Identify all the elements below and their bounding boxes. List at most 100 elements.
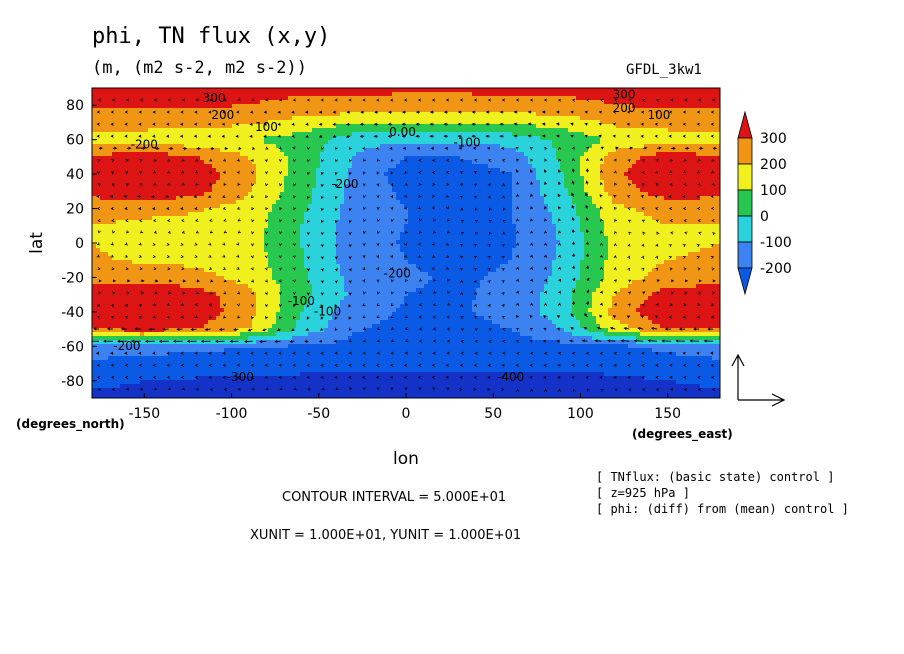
contour-cell — [424, 196, 429, 201]
contour-cell — [420, 196, 425, 201]
contour-cell — [92, 104, 97, 109]
contour-cell — [256, 176, 261, 181]
contour-cell — [140, 172, 145, 177]
contour-cell — [420, 88, 425, 93]
contour-cell — [692, 140, 697, 145]
contour-cell — [168, 200, 173, 205]
contour-cell — [660, 88, 665, 93]
contour-cell — [252, 196, 257, 201]
contour-cell — [608, 96, 613, 101]
contour-cell — [164, 156, 169, 161]
contour-cell — [644, 176, 649, 181]
contour-cell — [244, 88, 249, 93]
contour-cell — [696, 172, 701, 177]
contour-cell — [392, 96, 397, 101]
contour-cell — [600, 92, 605, 97]
contour-cell — [116, 104, 121, 109]
contour-cell — [496, 208, 501, 213]
contour-cell — [552, 132, 557, 137]
contour-cell — [176, 96, 181, 101]
contour-cell — [156, 124, 161, 129]
contour-cell — [128, 120, 133, 125]
contour-cell — [656, 200, 661, 205]
contour-cell — [236, 112, 241, 117]
contour-cell — [100, 100, 105, 105]
contour-cell — [264, 200, 269, 205]
contour-cell — [92, 208, 97, 213]
contour-cell — [432, 172, 437, 177]
contour-cell — [708, 172, 713, 177]
contour-cell — [448, 104, 453, 109]
contour-cell — [256, 192, 261, 197]
contour-cell — [404, 136, 409, 141]
contour-cell — [308, 120, 313, 125]
contour-cell — [164, 160, 169, 165]
contour-cell — [508, 172, 513, 177]
contour-cell — [636, 156, 641, 161]
contour-cell — [120, 128, 125, 133]
contour-cell — [608, 112, 613, 117]
contour-cell — [292, 196, 297, 201]
contour-cell — [572, 136, 577, 141]
contour-cell — [112, 152, 117, 157]
contour-cell — [492, 204, 497, 209]
contour-cell — [400, 148, 405, 153]
contour-cell — [332, 160, 337, 165]
contour-cell — [612, 140, 617, 145]
contour-cell — [328, 112, 333, 117]
contour-cell — [196, 128, 201, 133]
contour-cell — [248, 88, 253, 93]
contour-cell — [640, 156, 645, 161]
contour-cell — [428, 172, 433, 177]
contour-cell — [356, 152, 361, 157]
contour-cell — [172, 132, 177, 137]
contour-cell — [364, 112, 369, 117]
contour-cell — [396, 188, 401, 193]
contour-cell — [296, 132, 301, 137]
contour-cell — [292, 116, 297, 121]
contour-cell — [556, 140, 561, 145]
contour-cell — [504, 140, 509, 145]
contour-cell — [296, 128, 301, 133]
contour-cell — [508, 88, 513, 93]
contour-cell — [204, 140, 209, 145]
contour-cell — [268, 176, 273, 181]
contour-cell — [592, 132, 597, 137]
contour-cell — [360, 116, 365, 121]
contour-cell — [308, 172, 313, 177]
contour-cell — [640, 144, 645, 149]
contour-cell — [308, 144, 313, 149]
contour-cell — [192, 100, 197, 105]
contour-cell — [244, 148, 249, 153]
contour-cell — [692, 192, 697, 197]
contour-cell — [288, 128, 293, 133]
contour-cell — [304, 172, 309, 177]
contour-cell — [660, 200, 665, 205]
contour-cell — [220, 188, 225, 193]
contour-cell — [360, 156, 365, 161]
contour-cell — [456, 188, 461, 193]
contour-cell — [244, 200, 249, 205]
contour-cell — [704, 88, 709, 93]
contour-cell — [528, 184, 533, 189]
contour-cell — [424, 116, 429, 121]
contour-cell — [600, 176, 605, 181]
contour-cell — [192, 136, 197, 141]
contour-cell — [644, 100, 649, 105]
contour-cell — [300, 112, 305, 117]
contour-cell — [540, 108, 545, 113]
contour-cell — [648, 140, 653, 145]
contour-cell — [168, 164, 173, 169]
contour-cell — [224, 192, 229, 197]
contour-cell — [176, 112, 181, 117]
contour-cell — [440, 184, 445, 189]
contour-cell — [340, 208, 345, 213]
contour-cell — [348, 212, 353, 217]
contour-cell — [500, 112, 505, 117]
contour-cell — [612, 176, 617, 181]
contour-cell — [636, 152, 641, 157]
contour-cell — [300, 120, 305, 125]
contour-cell — [380, 204, 385, 209]
contour-cell — [120, 96, 125, 101]
contour-cell — [412, 196, 417, 201]
